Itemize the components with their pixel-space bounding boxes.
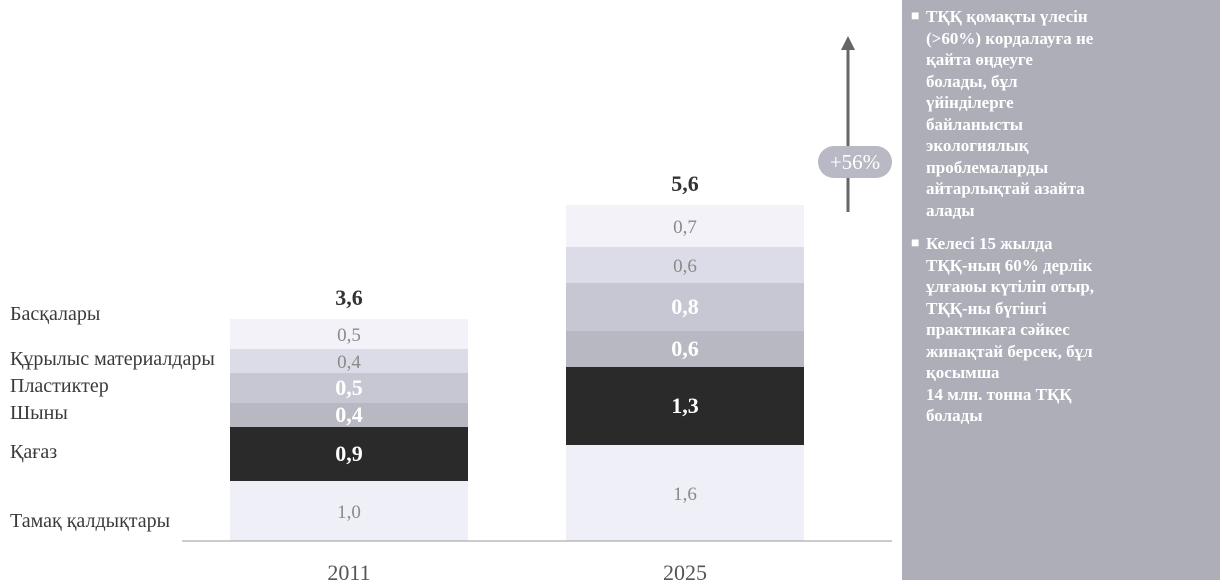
side-panel-item-text: Келесі 15 жылда ТҚҚ-ның 60% дерлік ұлғаю… <box>926 234 1095 425</box>
segment-value-label: 0,6 <box>673 256 697 277</box>
side-panel-item: ■ Келесі 15 жылда ТҚҚ-ның 60% дерлік ұлғ… <box>911 233 1206 427</box>
series-label: Тамақ қалдықтары <box>10 510 171 532</box>
segment-value-label: 0,4 <box>337 352 361 373</box>
bar-segment <box>566 445 804 541</box>
bar-segment <box>230 403 468 427</box>
segment-value-label: 0,6 <box>671 336 699 361</box>
segment-value-label: 1,6 <box>673 484 697 505</box>
segment-value-label: 0,8 <box>671 294 699 319</box>
series-label: Құрылыс материалдары <box>10 348 215 370</box>
segment-labels-layer: 1,00,90,40,50,40,51,61,30,60,80,60,7 <box>335 217 699 523</box>
bar-segment <box>230 349 468 373</box>
series-label: Қағаз <box>10 441 58 463</box>
bar-segment <box>566 331 804 367</box>
bar-segment <box>230 427 468 481</box>
bar-segment <box>566 367 804 445</box>
bar-segment <box>230 481 468 541</box>
side-panel-item-text: ТҚҚ қомақты үлесін (>60%) кордалауға не … <box>926 7 1094 220</box>
growth-arrow <box>841 36 855 212</box>
segment-value-label: 0,9 <box>335 441 363 466</box>
x-tick-label: 2011 <box>327 560 370 585</box>
segment-value-label: 0,5 <box>337 325 361 346</box>
bar-segment <box>566 247 804 283</box>
segment-value-label: 1,0 <box>337 502 361 523</box>
x-tick-label: 2025 <box>663 560 707 585</box>
bar-segment <box>566 205 804 247</box>
side-panel: ■ ТҚҚ қомақты үлесін (>60%) кордалауға н… <box>902 0 1220 580</box>
bar-segment <box>230 373 468 403</box>
growth-badge: +56% <box>818 146 892 178</box>
segment-value-label: 1,3 <box>671 393 699 418</box>
segment-value-label: 0,5 <box>335 375 363 400</box>
x-tick-labels-layer: 2011 2025 <box>327 560 707 585</box>
segment-value-label: 0,7 <box>673 217 697 238</box>
total-label: 3,6 <box>335 285 363 310</box>
bar-segment <box>566 283 804 331</box>
side-panel-item: ■ ТҚҚ қомақты үлесін (>60%) кордалауға н… <box>911 6 1206 221</box>
bullet-icon: ■ <box>911 236 920 251</box>
bullet-icon: ■ <box>911 9 920 24</box>
bars-layer <box>230 205 804 541</box>
total-label: 5,6 <box>671 171 699 196</box>
series-label: Басқалары <box>10 303 101 325</box>
total-labels-layer: 3,6 5,6 <box>335 171 699 310</box>
series-label: Шыны <box>10 402 68 424</box>
series-label: Пластиктер <box>10 375 109 397</box>
bar-segment <box>230 319 468 349</box>
segment-value-label: 0,4 <box>335 402 363 427</box>
stacked-bar-chart: 1,00,90,40,50,40,51,61,30,60,80,60,7 3,6… <box>182 36 892 585</box>
